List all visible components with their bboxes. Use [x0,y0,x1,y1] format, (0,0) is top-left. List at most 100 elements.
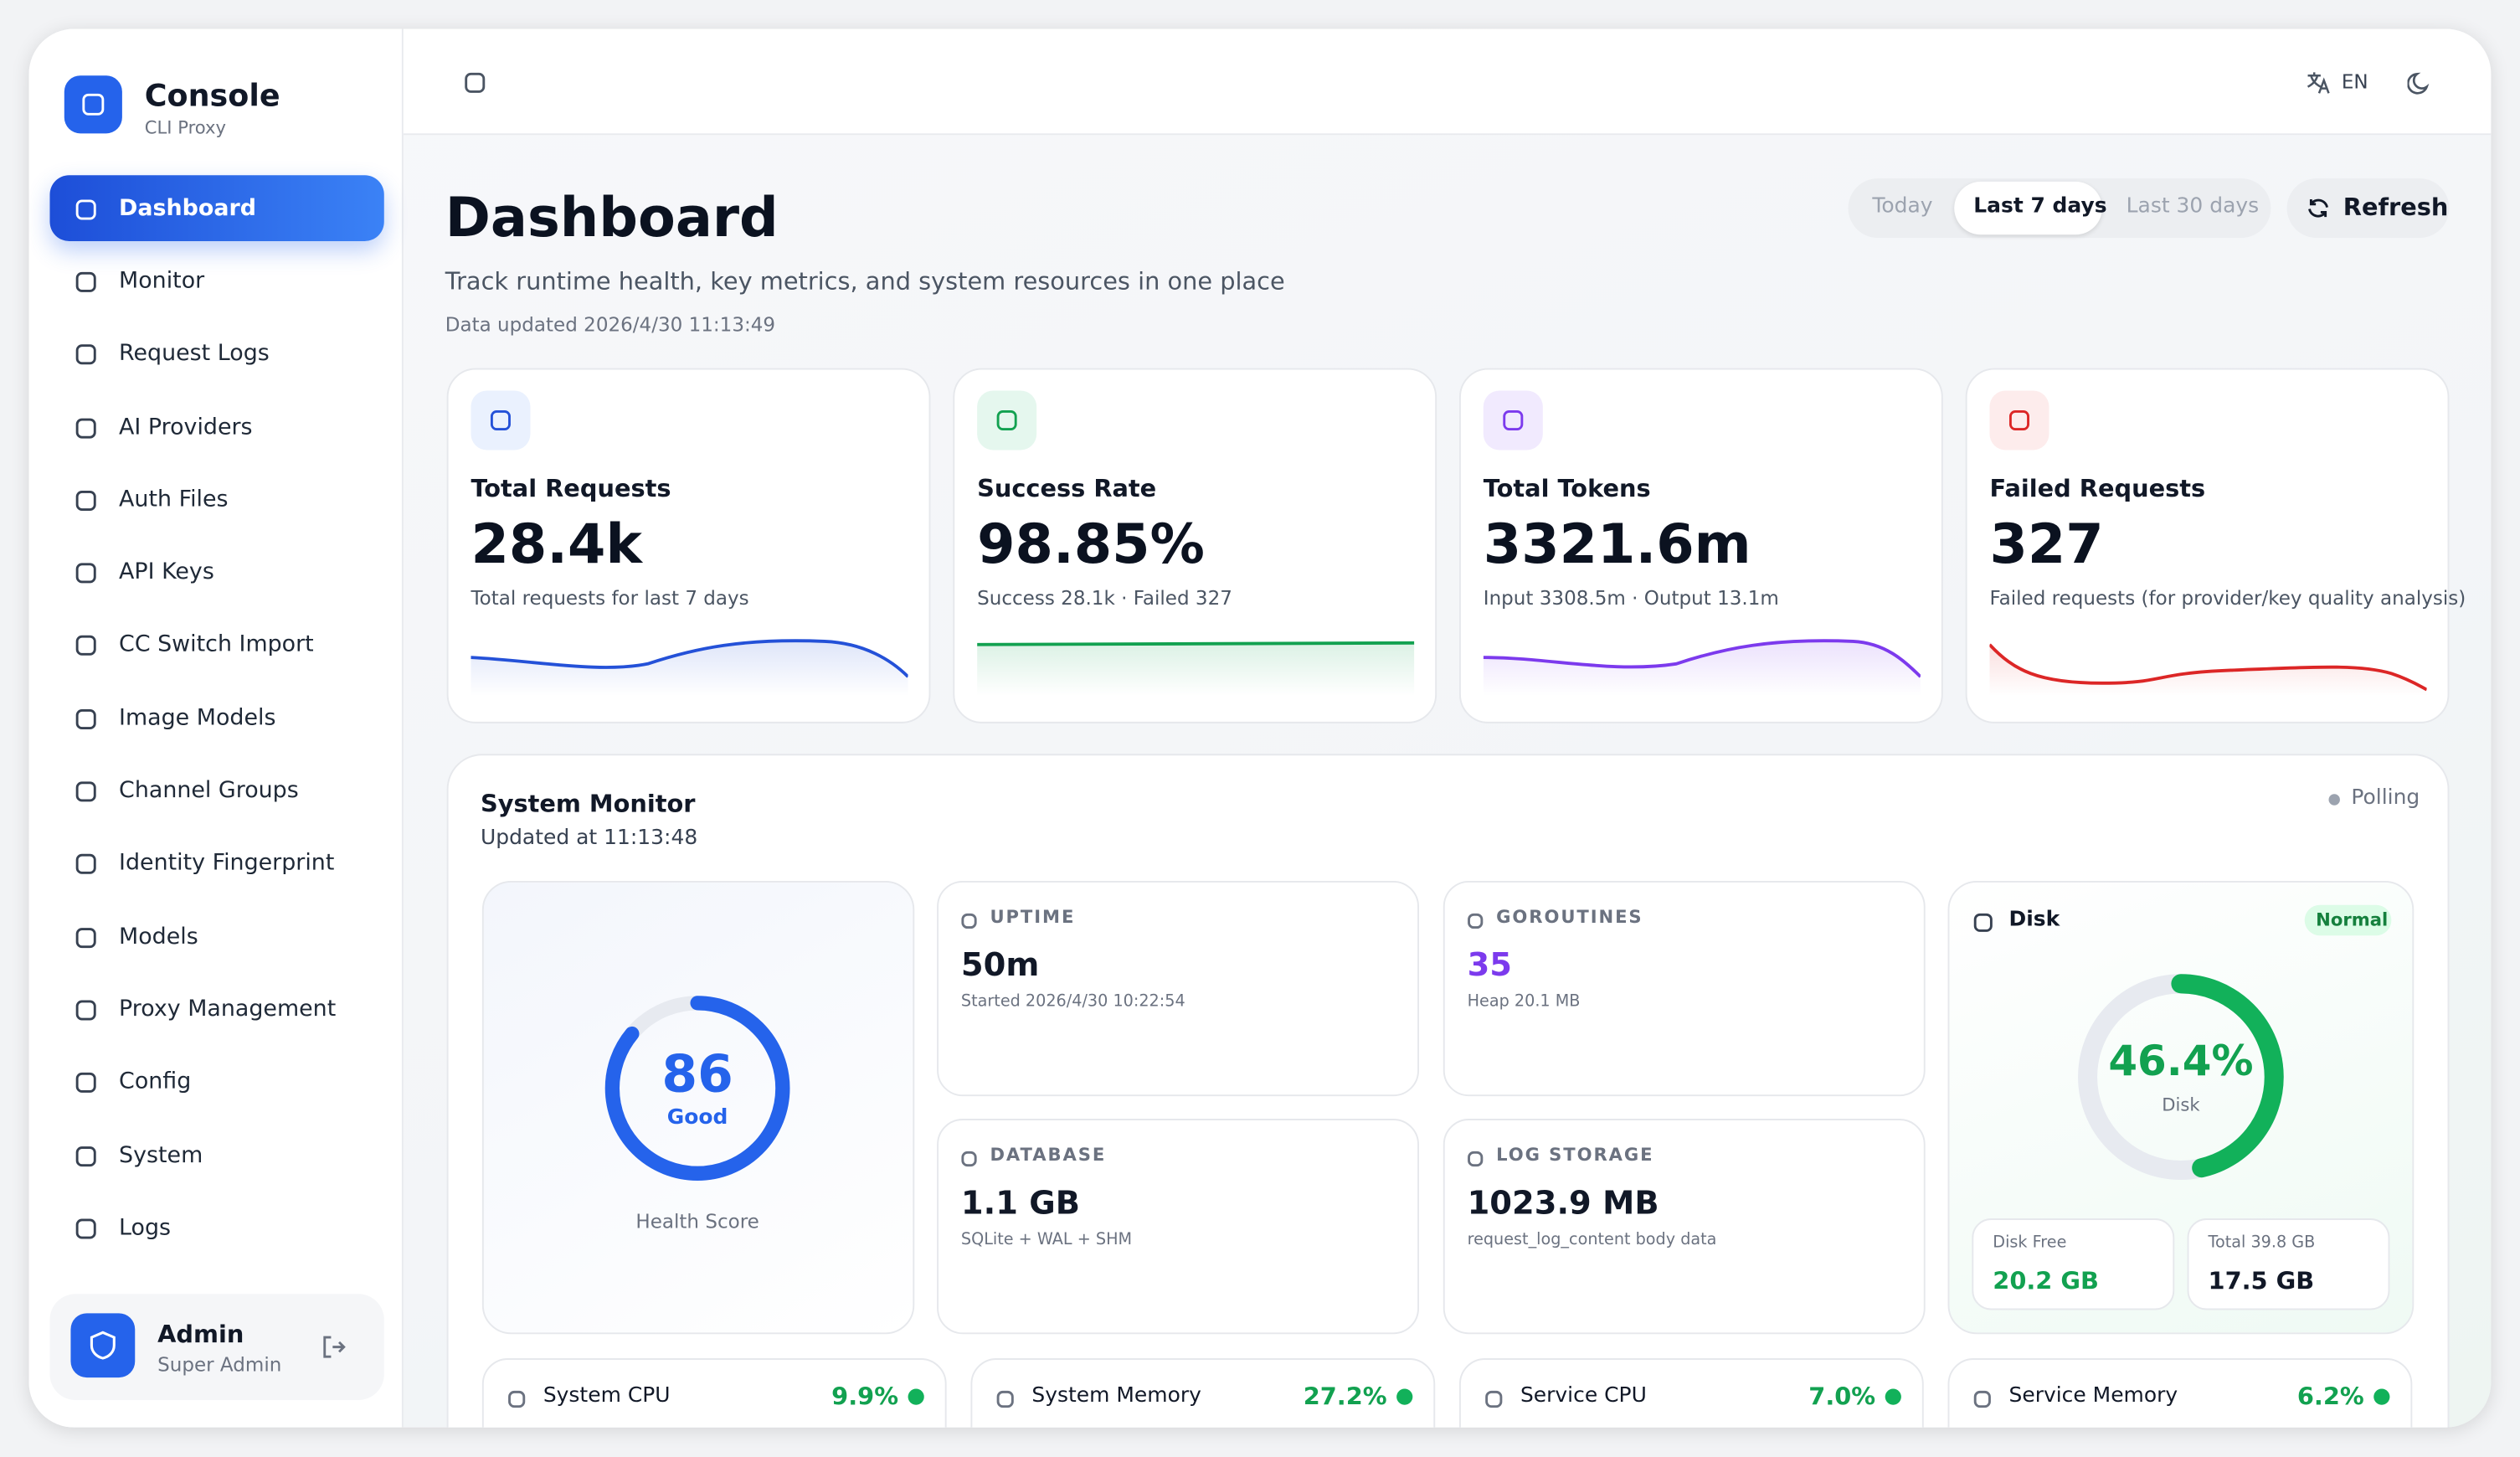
nav-icon [74,416,98,440]
sparkline-svg [1483,639,1922,697]
sparkline-svg [977,641,1415,697]
nav-item[interactable]: Identity Fingerprint [119,849,335,876]
icon-shape [1468,1151,1484,1167]
stat-icon-bg [1989,390,2049,450]
data-updated: Data updated 2026/4/30 11:13:49 [445,312,776,336]
sparkline-line [977,641,1415,646]
brand-logo [64,75,122,134]
resource-value: 6.2% [2296,1382,2364,1412]
nav-item[interactable]: Logs [119,1214,172,1241]
user-avatar [70,1313,136,1378]
refresh-label[interactable]: Refresh [2343,193,2449,222]
nav-item[interactable]: Channel Groups [119,777,299,804]
nav-icon [74,270,98,294]
stat-icon [489,409,513,433]
nav-active-bg[interactable] [49,175,384,241]
range-active [1954,181,2102,235]
sidebar-toggle [463,70,487,95]
tile-icon-svg [1468,913,1484,929]
refresh-button[interactable] [2286,178,2450,239]
health-ring [601,991,794,1184]
stat-icon-svg [2008,409,2029,430]
icon-shape [1973,913,1993,932]
resource-card [1458,1358,1924,1428]
tile-icon [1466,1145,1485,1167]
brand-title: Console [144,78,280,114]
refresh-glyph[interactable] [2308,198,2328,218]
nav-item[interactable]: Request Logs [119,340,270,366]
refresh-icon [2307,196,2331,220]
tile-note: Heap 20.1 MB [1467,993,1581,1012]
nav-item[interactable]: Config [119,1068,192,1094]
disk-free: 20.2 GB [1993,1266,2099,1296]
nav-item[interactable]: AI Providers [119,414,253,440]
language-icon-svg [2307,72,2330,94]
resource-icon-svg [508,1390,526,1408]
user-role: Super Admin [157,1352,282,1376]
stat-note: Input 3308.5m · Output 13.1m [1483,586,1779,610]
stat-label: Success Rate [977,474,1157,503]
refresh-icon-svg [2308,198,2328,218]
range-option[interactable]: Last 30 days [2126,194,2260,219]
disk-ring-svg [2078,974,2284,1180]
ring-arc [2078,974,2284,1180]
nav-item[interactable]: Image Models [119,704,276,731]
stat-note: Total requests for last 7 days [471,586,749,610]
tile-label: GOROUTINES [1496,907,1643,929]
logout-button-svg [323,1336,346,1358]
stat-icon [1501,409,1525,433]
nav-item[interactable]: API Keys [119,559,214,584]
resource-icon [1972,1386,1993,1408]
page-title: Dashboard [445,185,779,250]
icon-shape [75,853,96,874]
nav-item[interactable]: Dashboard [119,195,256,222]
sparkline-area [1483,641,1921,697]
icon-shape [75,271,96,292]
nav-item[interactable]: Monitor [119,267,205,294]
monitor-title: System Monitor [480,789,696,819]
sparkline [1483,638,1922,697]
disk-icon-svg [1973,913,1993,932]
icon-shape [75,1146,96,1167]
tile-label: DATABASE [990,1145,1107,1166]
translate-glyph [2307,72,2330,94]
range-option[interactable]: Today [1872,194,1933,219]
metric-tile [1443,1119,1926,1335]
tile-note: Started 2026/4/30 10:22:54 [960,993,1185,1012]
health-label: Health Score [635,1210,759,1233]
icon-shape [1468,913,1484,929]
sparkline [471,638,909,697]
sidebar-toggle-svg [465,72,486,93]
tile-icon-svg [961,913,977,929]
logout-icon[interactable] [323,1336,346,1358]
stat-value: 3321.6m [1483,512,1751,577]
icon-shape [75,418,96,439]
disk-title: Disk [2008,908,2060,933]
nav-icon [74,633,98,657]
nav-icon-svg [75,709,96,730]
moon[interactable] [2406,72,2430,95]
disk-free-label: Disk Free [1993,1234,2067,1253]
icon-shape [961,1151,977,1167]
stat-icon-svg [996,409,1017,430]
nav-icon [74,561,98,585]
icon-shape [75,1000,96,1021]
nav-item[interactable]: System [119,1142,203,1168]
language-toggle[interactable]: EN [2341,70,2368,93]
health-score: 86 [661,1043,733,1104]
nav-item[interactable]: Proxy Management [119,996,337,1022]
health-grade: Good [666,1106,728,1130]
resource-dot [1885,1388,1901,1405]
language-icon [2305,70,2331,95]
nav-item[interactable]: Models [119,923,198,950]
range-option[interactable]: Last 7 days [1973,194,2107,219]
tile-icon [959,907,979,929]
nav-item[interactable]: Auth Files [119,486,229,512]
sparkline-line [1483,639,1922,678]
stat-icon [995,409,1019,433]
nav-item[interactable]: CC Switch Import [119,631,314,657]
resource-value: 9.9% [831,1382,899,1412]
theme-toggle [2406,70,2434,95]
user-avatar-icon-svg [90,1331,116,1360]
